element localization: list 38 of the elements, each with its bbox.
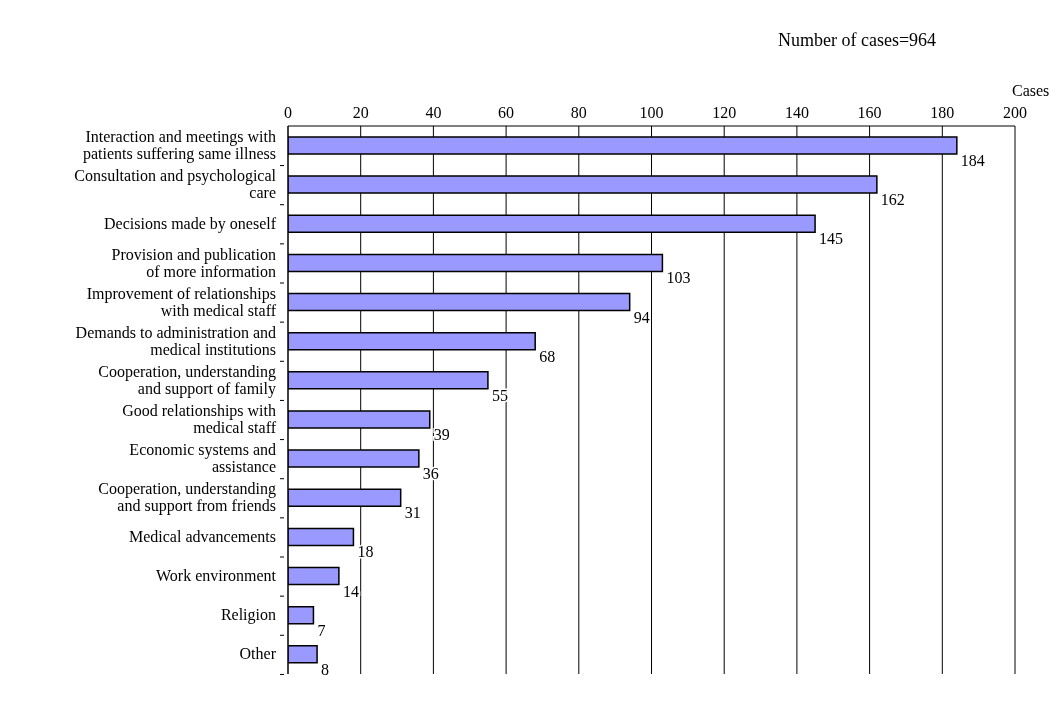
data-label: 39 (433, 425, 450, 443)
data-label: 145 (819, 230, 844, 248)
x-tick-label: 20 (352, 104, 369, 121)
y-tick-label: Economic systems and assistance (129, 441, 276, 476)
y-tick-label: Cooperation, understanding and support of family (98, 362, 276, 398)
data-label: 162 (880, 191, 905, 209)
data-label: 8 (321, 660, 330, 678)
x-tick-label: 200 (1003, 104, 1027, 121)
x-tick-label: 140 (784, 104, 809, 121)
x-tick-label: 60 (498, 104, 515, 121)
y-tick-label: Demands to administration and medical institutions (75, 323, 276, 358)
y-tick-label: Work environment (155, 567, 277, 585)
x-axis-title: Cases (1012, 82, 1050, 100)
y-tick-label: Provision and publication of more information (111, 245, 276, 280)
x-tick-label: 80 (570, 104, 587, 121)
y-tick-label: Medical advancements (128, 528, 276, 545)
data-label: 7 (317, 621, 326, 639)
x-tick-label: 180 (930, 104, 955, 121)
chart-title: Number of cases=964 (778, 30, 937, 51)
y-tick-label: Cooperation, understanding and support from friends (98, 480, 276, 516)
x-tick-label: 160 (857, 104, 882, 121)
x-tick-label: 120 (712, 104, 737, 121)
y-tick-label: Decisions made by oneself (104, 214, 277, 233)
y-tick-label: Interaction and meetings with patients suffering same illness (83, 128, 276, 164)
y-tick-label: Improvement of relationships with medical staff (86, 284, 277, 319)
data-label: 184 (960, 151, 985, 169)
data-label: 68 (539, 347, 556, 365)
y-tick-label: Religion (220, 606, 276, 625)
x-tick-label: 100 (639, 104, 664, 121)
data-label: 94 (633, 308, 650, 326)
data-label: 103 (666, 269, 691, 287)
y-tick-label: Other (239, 645, 277, 663)
y-tick-label: Consultation and psychological care (74, 167, 277, 202)
y-tick-label: Good relationships with medical staff (122, 402, 277, 437)
data-label: 31 (404, 504, 421, 522)
x-tick-label: 0 (284, 104, 292, 121)
x-tick-label: 40 (425, 104, 442, 121)
data-label: 14 (342, 582, 359, 600)
